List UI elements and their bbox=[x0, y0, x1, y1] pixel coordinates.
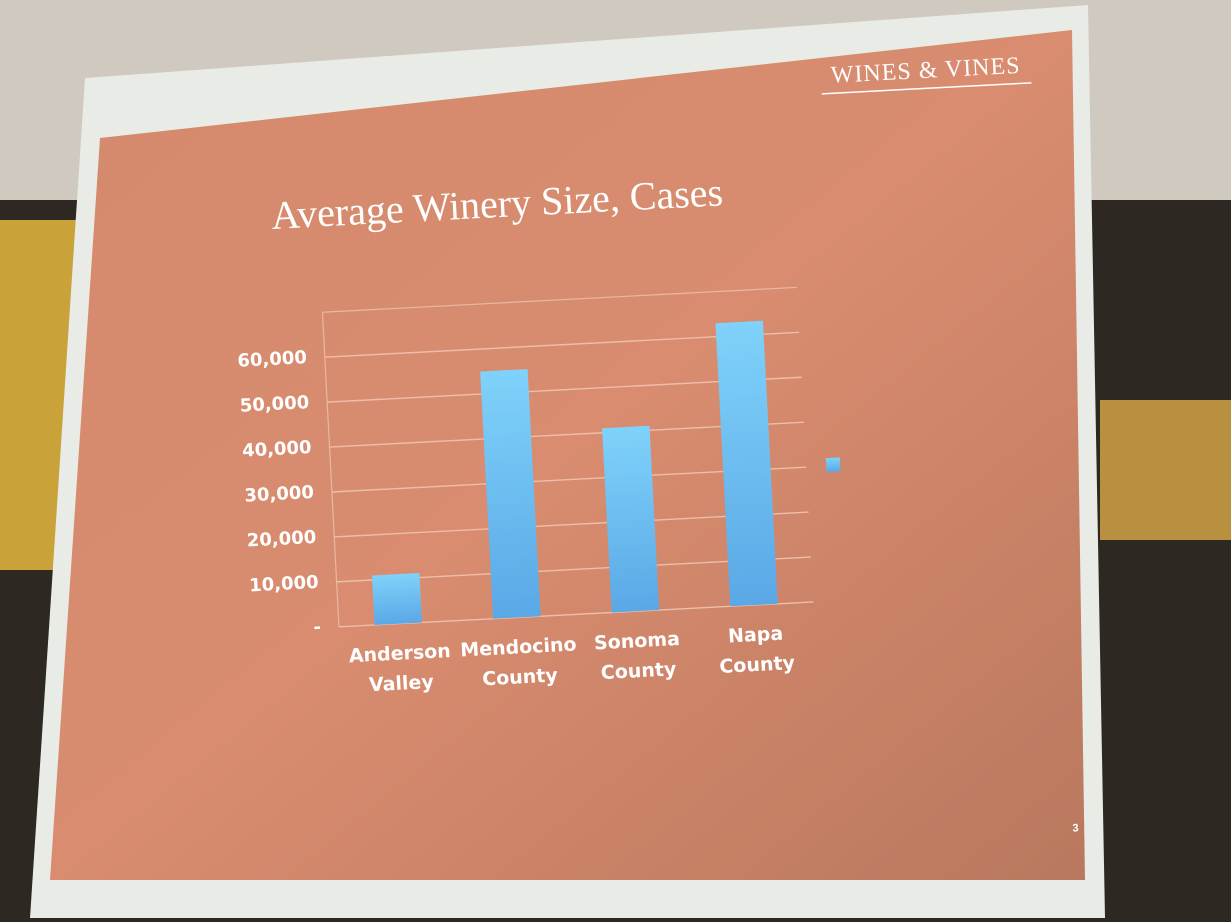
y-tick-label: 60,000 bbox=[237, 347, 307, 372]
y-tick-label: 20,000 bbox=[246, 527, 316, 552]
brand-rule bbox=[821, 82, 1032, 95]
y-axis bbox=[321, 312, 340, 627]
slide bbox=[50, 30, 1085, 880]
bar bbox=[602, 425, 660, 613]
slide-number: 3 bbox=[1072, 822, 1079, 834]
y-tick-label: 40,000 bbox=[242, 437, 312, 462]
bar bbox=[480, 369, 541, 619]
x-tick-label: SonomaCounty bbox=[593, 627, 682, 683]
wall bbox=[1100, 400, 1231, 540]
legend-swatch bbox=[825, 457, 841, 473]
x-tick-label: NapaCounty bbox=[717, 622, 796, 678]
x-tick-label: AndersonValley bbox=[348, 640, 453, 697]
y-tick-label: 30,000 bbox=[244, 482, 314, 507]
plot-top bbox=[322, 286, 797, 313]
y-tick-label: 50,000 bbox=[239, 392, 309, 417]
bar bbox=[715, 320, 778, 607]
y-tick-label: - bbox=[313, 617, 322, 638]
y-tick-label: 10,000 bbox=[249, 572, 319, 597]
bar bbox=[371, 573, 422, 625]
